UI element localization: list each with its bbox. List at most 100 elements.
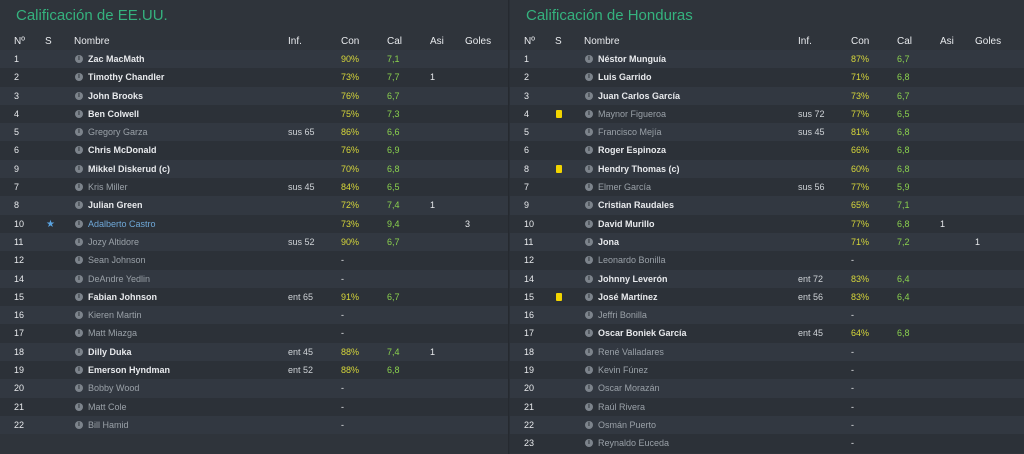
player-name[interactable]: Matt Miazga <box>88 328 138 339</box>
col-name[interactable]: Nombre <box>74 36 110 47</box>
table-row[interactable]: 20 i Bobby Wood - <box>0 379 508 398</box>
info-icon[interactable]: i <box>75 164 83 173</box>
col-name[interactable]: Nombre <box>584 36 620 47</box>
info-icon[interactable]: i <box>75 237 83 246</box>
table-row[interactable]: 7 i Elmer García sus 56 77% 5,9 <box>510 178 1024 197</box>
table-row[interactable]: 19 i Emerson Hyndman ent 52 88% 6,8 <box>0 361 508 380</box>
info-icon[interactable]: i <box>585 366 593 375</box>
info-icon[interactable]: i <box>585 420 593 429</box>
player-name[interactable]: Jozy Altidore <box>88 236 140 247</box>
player-name[interactable]: Adalberto Castro <box>88 218 156 229</box>
col-s[interactable]: S <box>45 36 52 47</box>
col-goles[interactable]: Goles <box>975 36 1002 47</box>
info-icon[interactable]: i <box>585 439 593 448</box>
table-row[interactable]: 10 i David Murillo 77% 6,8 1 <box>510 214 1024 233</box>
info-icon[interactable]: i <box>75 128 83 137</box>
info-icon[interactable]: i <box>75 256 83 265</box>
col-number[interactable]: Nº <box>524 36 535 47</box>
table-row[interactable]: 17 i Matt Miazga - <box>0 324 508 343</box>
table-row[interactable]: 14 i Johnny Leverón ent 72 83% 6,4 <box>510 269 1024 288</box>
table-row[interactable]: 21 i Raúl Rivera - <box>510 397 1024 416</box>
player-name[interactable]: José Martínez <box>598 291 658 302</box>
player-name[interactable]: Luis Garrido <box>598 72 652 83</box>
table-row[interactable]: 20 i Oscar Morazán - <box>510 379 1024 398</box>
table-row[interactable]: 11 i Jozy Altidore sus 52 90% 6,7 <box>0 232 508 252</box>
player-name[interactable]: Chris McDonald <box>88 145 157 156</box>
info-icon[interactable]: i <box>585 311 593 320</box>
info-icon[interactable]: i <box>75 292 83 301</box>
player-name[interactable]: Ben Colwell <box>88 108 140 119</box>
player-name[interactable]: Fabian Johnson <box>88 291 158 302</box>
player-name[interactable]: René Valladares <box>598 346 664 357</box>
table-row[interactable]: 9 i Mikkel Diskerud (c) 70% 6,8 <box>0 159 508 179</box>
col-con[interactable]: Con <box>341 36 360 47</box>
player-name[interactable]: Gregory Garza <box>88 127 148 138</box>
table-row[interactable]: 19 i Kevin Fúnez - <box>510 361 1024 380</box>
info-icon[interactable]: i <box>75 219 83 228</box>
player-name[interactable]: Oscar Boniek García <box>598 328 687 339</box>
info-icon[interactable]: i <box>75 201 83 210</box>
player-name[interactable]: Francisco Mejía <box>598 127 662 138</box>
table-row[interactable]: 18 i Dilly Duka ent 45 88% 7,4 1 <box>0 342 508 362</box>
info-icon[interactable]: i <box>585 274 593 283</box>
info-icon[interactable]: i <box>75 91 83 100</box>
info-icon[interactable]: i <box>75 109 83 118</box>
table-row[interactable]: 1 i Néstor Munguía 87% 6,7 <box>510 50 1024 69</box>
player-name[interactable]: Sean Johnson <box>88 255 146 266</box>
info-icon[interactable]: i <box>585 128 593 137</box>
player-name[interactable]: Jona <box>598 236 620 247</box>
col-inf[interactable]: Inf. <box>798 36 812 47</box>
info-icon[interactable]: i <box>75 384 83 393</box>
info-icon[interactable]: i <box>585 55 593 63</box>
info-icon[interactable]: i <box>75 146 83 155</box>
player-name[interactable]: Jeffri Bonilla <box>598 310 647 321</box>
table-row[interactable]: 8 i Hendry Thomas (c) 60% 6,8 <box>510 159 1024 179</box>
info-icon[interactable]: i <box>75 402 83 411</box>
player-name[interactable]: Kris Miller <box>88 182 128 193</box>
table-row[interactable]: 1 i Zac MacMath 90% 7,1 <box>0 50 508 69</box>
player-name[interactable]: Roger Espinoza <box>598 145 667 156</box>
info-icon[interactable]: i <box>75 183 83 192</box>
table-row[interactable]: 5 i Francisco Mejía sus 45 81% 6,8 <box>510 123 1024 142</box>
player-name[interactable]: Julian Green <box>88 200 143 211</box>
table-row[interactable]: 23 i Reynaldo Euceda - <box>510 434 1024 453</box>
player-name[interactable]: Maynor Figueroa <box>598 108 667 119</box>
col-s[interactable]: S <box>555 36 562 47</box>
player-name[interactable]: Mikkel Diskerud (c) <box>88 163 171 174</box>
table-row[interactable]: 4 i Maynor Figueroa sus 72 77% 6,5 <box>510 104 1024 124</box>
table-row[interactable]: 17 i Oscar Boniek García ent 45 64% 6,8 <box>510 324 1024 343</box>
table-row[interactable]: 7 i Kris Miller sus 45 84% 6,5 <box>0 178 508 197</box>
player-name[interactable]: Kieren Martin <box>88 310 142 321</box>
player-name[interactable]: Hendry Thomas (c) <box>598 163 680 174</box>
info-icon[interactable]: i <box>585 219 593 228</box>
info-icon[interactable]: i <box>75 73 83 82</box>
info-icon[interactable]: i <box>585 384 593 393</box>
table-row[interactable]: 2 i Luis Garrido 71% 6,8 <box>510 68 1024 87</box>
col-number[interactable]: Nº <box>14 36 25 47</box>
player-name[interactable]: Bobby Wood <box>88 383 140 394</box>
player-name[interactable]: Reynaldo Euceda <box>598 438 670 449</box>
col-asi[interactable]: Asi <box>940 36 954 47</box>
table-row[interactable]: 11 i Jona 71% 7,2 1 <box>510 232 1024 252</box>
info-icon[interactable]: i <box>585 91 593 100</box>
table-row[interactable]: 22 i Bill Hamid - <box>0 415 508 435</box>
info-icon[interactable]: i <box>585 329 593 338</box>
player-name[interactable]: Dilly Duka <box>88 346 132 357</box>
player-name[interactable]: David Murillo <box>598 218 655 229</box>
info-icon[interactable]: i <box>585 201 593 210</box>
info-icon[interactable]: i <box>585 109 593 118</box>
player-name[interactable]: Cristian Raudales <box>598 200 675 211</box>
player-name[interactable]: Leonardo Bonilla <box>598 255 666 266</box>
player-name[interactable]: John Brooks <box>88 90 144 101</box>
player-name[interactable]: Oscar Morazán <box>598 383 660 394</box>
info-icon[interactable]: i <box>585 146 593 155</box>
table-row[interactable]: 15 i Fabian Johnson ent 65 91% 6,7 <box>0 287 508 307</box>
col-asi[interactable]: Asi <box>430 36 444 47</box>
player-name[interactable]: Raúl Rivera <box>598 401 646 412</box>
player-name[interactable]: Timothy Chandler <box>88 72 165 83</box>
info-icon[interactable]: i <box>75 274 83 283</box>
col-con[interactable]: Con <box>851 36 870 47</box>
table-row[interactable]: 4 i Ben Colwell 75% 7,3 <box>0 104 508 124</box>
info-icon[interactable]: i <box>585 292 593 301</box>
table-row[interactable]: 14 i DeAndre Yedlin - <box>0 269 508 288</box>
